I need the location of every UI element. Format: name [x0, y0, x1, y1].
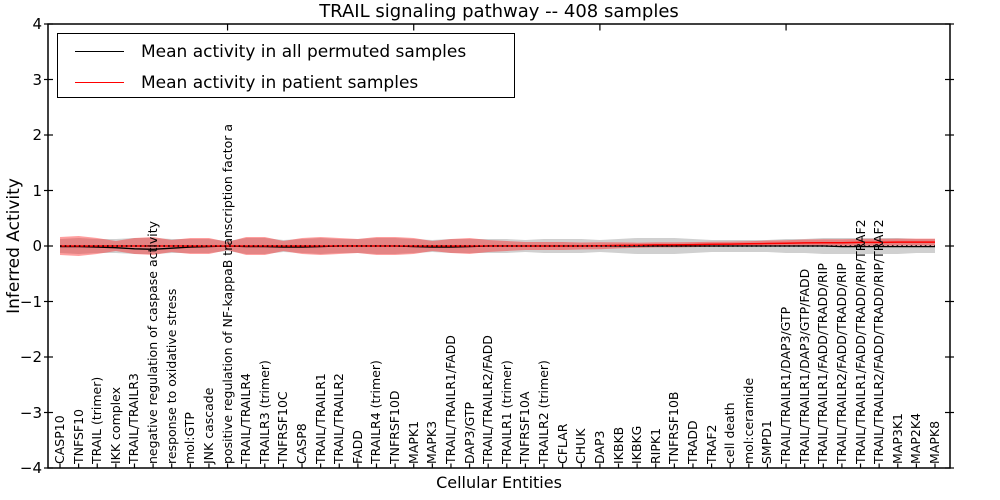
x-tick-label: CASP8	[294, 423, 310, 464]
x-tick-label: TNFSF10	[70, 409, 86, 464]
x-tick-label: TRAIL/TRAILR1/FADD/TRADD/RIP/TRAF2	[852, 219, 868, 464]
x-tick-label: DAP3/GTP	[461, 401, 477, 464]
x-tick-label: TRAIL/TRAILR2/FADD/TRADD/RIP	[833, 263, 849, 464]
x-tick-label: SMPD1	[759, 420, 775, 464]
black-line-sample-icon	[75, 51, 124, 52]
x-tick-label: TRAIL (trimer)	[89, 376, 105, 464]
y-tick-label: 2	[32, 126, 42, 144]
x-tick-label: TRAIL/TRAILR4	[238, 373, 254, 464]
x-tick-label: mol:GTP	[182, 412, 198, 464]
x-tick-label: TRAIL/TRAILR1	[312, 373, 328, 464]
x-tick-label: TNFRSF10B	[666, 391, 682, 464]
x-tick-label: response to oxidative stress	[163, 288, 179, 464]
x-tick-label: TRADD	[684, 420, 700, 464]
x-tick-label: IKBKB	[610, 426, 626, 464]
y-tick-label: −1	[19, 292, 42, 311]
x-tick-label: MAPK8	[927, 420, 942, 464]
y-tick-label: −2	[19, 348, 42, 366]
x-tick-label: IKK complex	[107, 386, 123, 464]
x-tick-label: TRAIL/TRAILR1/DAP3/GTP/FADD	[796, 268, 812, 464]
legend-item-patient: Mean activity in patient samples	[58, 69, 514, 96]
x-tick-label: TNFRSF10C	[275, 391, 291, 464]
chart-title: TRAIL signaling pathway -- 408 samples	[319, 1, 679, 22]
x-tick-label: cell death	[722, 402, 738, 464]
x-tick-label: RIPK1	[647, 427, 663, 464]
x-tick-label: TRAILR1 (trimer)	[498, 360, 514, 464]
y-tick-label: 4	[32, 15, 42, 33]
x-tick-label: MAP3K1	[889, 413, 905, 464]
y-tick-label: −4	[19, 459, 42, 477]
x-tick-label: CASP10	[52, 415, 67, 464]
y-tick-label: 0	[32, 237, 42, 255]
x-tick-label: MAP2K4	[908, 413, 924, 464]
x-axis-label: Cellular Entities	[436, 473, 562, 492]
x-tick-label: CFLAR	[554, 423, 570, 464]
x-tick-label: positive regulation of NF-kappaB transcr…	[219, 123, 235, 464]
legend-label-permuted: Mean activity in all permuted samples	[141, 41, 467, 62]
x-tick-label: JNK cascade	[200, 387, 216, 464]
x-tick-label: MAPK3	[424, 420, 440, 464]
y-tick-label: 3	[32, 70, 42, 89]
y-tick-label: −3	[19, 403, 42, 422]
red-line-sample-icon	[75, 82, 124, 83]
x-tick-label: TRAILR3 (trimer)	[256, 360, 272, 464]
x-tick-label: TRAIL/TRAILR3	[126, 373, 142, 464]
x-tick-label: IKBKG	[629, 425, 645, 464]
x-tick-label: TRAF2	[703, 424, 719, 464]
plot-frame	[47, 23, 951, 469]
legend-label-patient: Mean activity in patient samples	[141, 72, 419, 93]
x-tick-label: mol:ceramide	[740, 377, 756, 464]
x-tick-label: TRAIL/TRAILR2/FADD/TRADD/RIP/TRAF2	[871, 219, 887, 464]
x-tick-label: FADD	[349, 430, 365, 464]
x-tick-label: TNFRSF10D	[387, 390, 403, 464]
x-tick-label: TRAIL/TRAILR2	[331, 373, 347, 464]
x-tick-label: TRAIL/TRAILR1/DAP3/GTP	[778, 306, 794, 464]
x-tick-label: TRAILR2 (trimer)	[536, 360, 552, 464]
x-tick-label: TRAIL/TRAILR2/FADD	[480, 335, 496, 464]
x-tick-label: MAPK1	[405, 420, 421, 464]
legend: Mean activity in all permuted samples Me…	[57, 33, 515, 98]
x-tick-label: TNFRSF10A	[517, 391, 533, 464]
x-tick-label: DAP3	[591, 430, 607, 464]
y-tick-label: 1	[32, 181, 42, 200]
x-tick-label: TRAILR4 (trimer)	[368, 360, 384, 464]
x-tick-label: negative regulation of caspase activity	[145, 220, 161, 464]
x-tick-label: TRAIL/TRAILR1/FADD	[442, 335, 458, 464]
x-tick-label: CHUK	[573, 428, 589, 464]
x-tick-label: TRAIL/TRAILR1/FADD/TRADD/RIP	[815, 263, 831, 464]
legend-item-permuted: Mean activity in all permuted samples	[58, 38, 514, 65]
